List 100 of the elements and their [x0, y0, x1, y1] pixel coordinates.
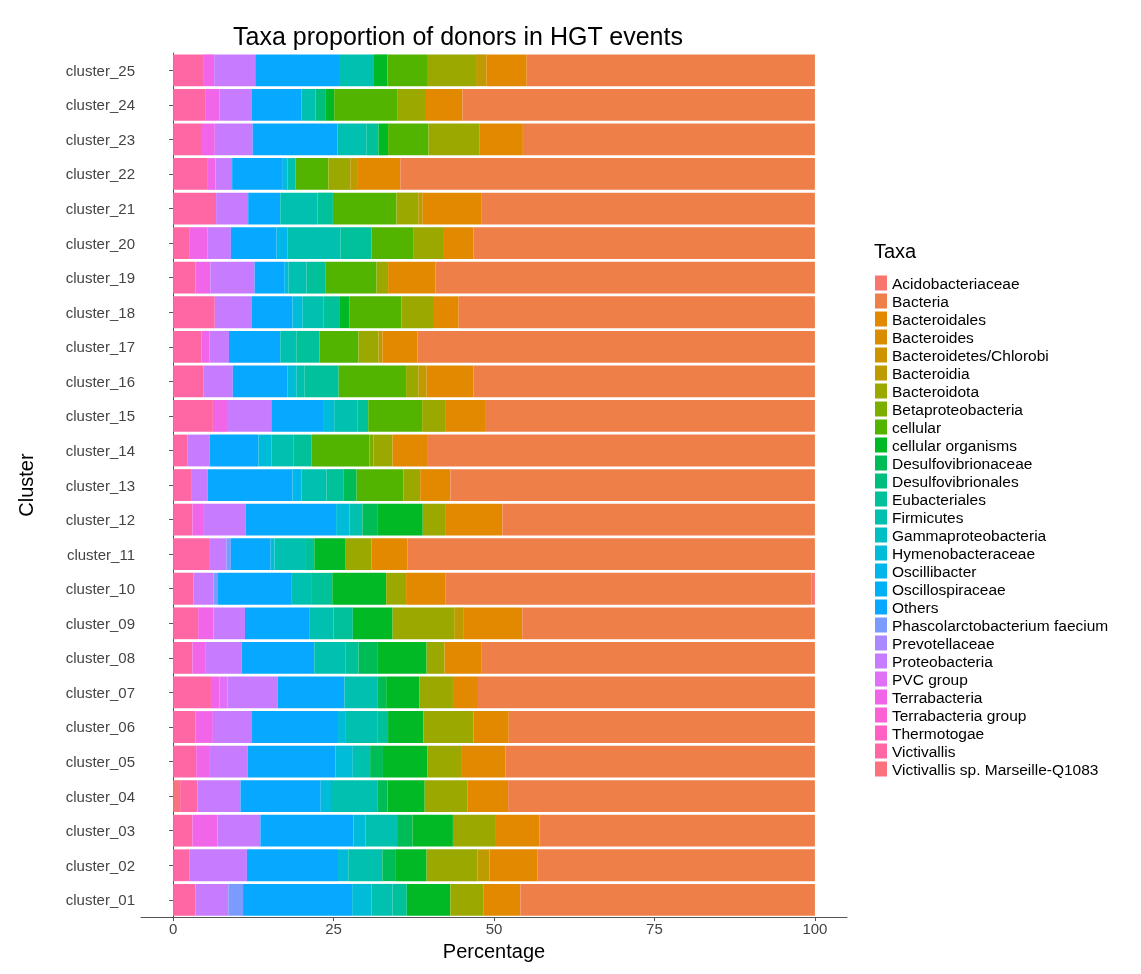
bar	[508, 711, 815, 743]
bar	[345, 538, 372, 571]
bar	[418, 365, 427, 398]
legend-label: Oscillospiraceae	[892, 580, 1006, 598]
bar	[407, 538, 815, 571]
bar	[454, 607, 464, 640]
bar	[334, 400, 358, 432]
bar	[338, 711, 346, 743]
bar	[251, 296, 293, 329]
bar	[427, 54, 477, 87]
bar	[306, 261, 326, 294]
bar	[420, 469, 451, 501]
bar	[282, 158, 288, 190]
bar	[403, 469, 421, 501]
bar	[397, 814, 413, 847]
bar	[215, 158, 233, 190]
bar	[255, 54, 340, 87]
bar	[445, 400, 486, 432]
bar	[426, 849, 478, 882]
bar	[326, 469, 344, 501]
bar	[433, 296, 459, 329]
legend-label: Bacteroidales	[892, 310, 987, 328]
bar	[305, 538, 315, 571]
bar	[228, 883, 244, 916]
bar	[302, 296, 324, 329]
bar	[301, 88, 316, 121]
bar	[248, 192, 281, 225]
legend-label: Bacteria	[892, 292, 950, 310]
bar	[173, 365, 204, 398]
bar	[422, 400, 446, 432]
bar	[227, 400, 272, 432]
legend-label: Eubacteriales	[892, 490, 987, 508]
bar	[413, 227, 444, 259]
y-tick-label: cluster_09	[65, 614, 135, 632]
bar	[195, 883, 229, 916]
bar	[412, 814, 453, 847]
chart-title: Taxa proportion of donors in HGT events	[233, 21, 683, 50]
bar	[232, 158, 283, 190]
bar	[230, 227, 277, 259]
bar	[388, 123, 429, 156]
legend-label: Prevotellaceae	[892, 634, 995, 652]
bar	[228, 330, 281, 363]
bar	[427, 434, 815, 467]
y-tick-label: cluster_21	[65, 200, 135, 218]
y-tick-label: cluster_25	[65, 61, 135, 79]
bar	[462, 88, 815, 121]
bar	[345, 711, 378, 743]
legend-label: Oscillibacter	[892, 562, 977, 580]
bar	[481, 641, 815, 674]
bar	[340, 227, 372, 259]
bar	[392, 434, 428, 467]
bar	[400, 158, 815, 190]
bar	[212, 400, 227, 432]
y-tick-label: cluster_06	[65, 718, 135, 736]
y-tick-label: cluster_03	[65, 822, 135, 840]
bar	[325, 261, 377, 294]
bar	[293, 434, 312, 467]
bar	[396, 192, 419, 225]
bar	[195, 711, 213, 743]
bar	[173, 503, 193, 536]
bar	[314, 641, 346, 674]
y-tick-label: cluster_24	[65, 96, 135, 114]
bar	[192, 503, 204, 536]
bar	[254, 261, 285, 294]
bar	[243, 883, 353, 916]
bar	[187, 434, 210, 467]
bar	[395, 849, 427, 882]
bar	[452, 676, 478, 709]
bar	[287, 365, 297, 398]
bar	[333, 607, 353, 640]
y-tick-label: cluster_01	[65, 891, 135, 909]
bar	[173, 54, 204, 87]
bar	[213, 607, 245, 640]
bar	[258, 434, 272, 467]
bar	[189, 227, 208, 259]
y-axis-title: Cluster	[15, 453, 37, 517]
bar	[295, 158, 329, 190]
bar	[377, 780, 388, 813]
bar	[526, 54, 815, 87]
bar	[274, 538, 306, 571]
legend-label: Proteobacteria	[892, 652, 994, 670]
bar	[173, 780, 181, 813]
bar	[193, 572, 214, 605]
bar	[357, 400, 369, 432]
bar	[365, 814, 398, 847]
bar	[217, 814, 261, 847]
bar	[362, 503, 378, 536]
bar	[212, 711, 253, 743]
bar	[419, 676, 453, 709]
legend-label: cellular	[892, 418, 942, 436]
bar	[209, 538, 227, 571]
bar	[173, 814, 193, 847]
bar	[203, 503, 246, 536]
bar	[210, 261, 255, 294]
bar	[219, 676, 228, 709]
bar	[173, 469, 192, 501]
bar	[406, 365, 419, 398]
bar	[401, 296, 434, 329]
bar	[344, 676, 378, 709]
legend-label: Desulfovibrionales	[892, 472, 1019, 490]
